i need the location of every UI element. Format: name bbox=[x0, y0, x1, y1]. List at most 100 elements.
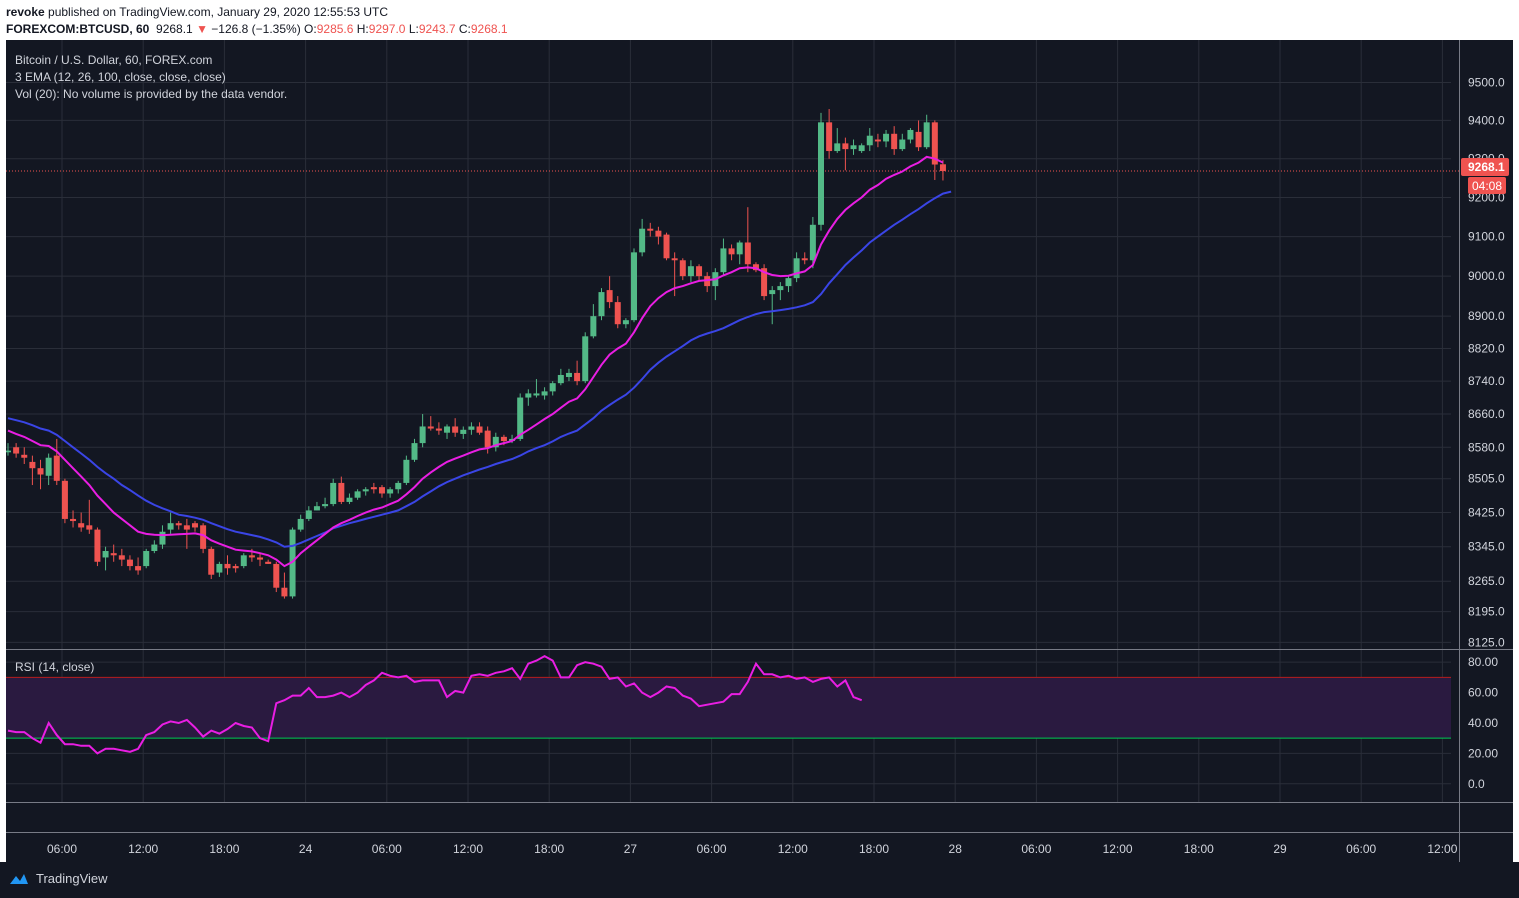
candle-body bbox=[899, 139, 906, 150]
price-tick-label: 8580.0 bbox=[1468, 440, 1505, 454]
candle-body bbox=[151, 544, 158, 552]
candle-body bbox=[500, 436, 507, 442]
candle bbox=[70, 510, 77, 528]
publisher-name[interactable]: revoke bbox=[6, 5, 45, 19]
candle-body bbox=[517, 397, 524, 439]
x-tick-label: 12:00 bbox=[1103, 842, 1133, 856]
price-tick-label: 8900.0 bbox=[1468, 309, 1505, 323]
candle-body bbox=[102, 551, 109, 558]
candle-body bbox=[687, 266, 694, 277]
candle bbox=[525, 389, 532, 406]
ohlc-info: FOREXCOM:BTCUSD, 60 9268.1 ▼ −126.8 (−1.… bbox=[6, 22, 508, 36]
candle bbox=[622, 318, 629, 329]
candle bbox=[907, 128, 914, 144]
close-value: 9268.1 bbox=[470, 22, 508, 36]
candle-body bbox=[126, 559, 133, 567]
candle bbox=[126, 555, 133, 571]
candle-body bbox=[208, 548, 215, 575]
candle-body bbox=[639, 228, 646, 253]
candle bbox=[257, 553, 264, 567]
candle bbox=[118, 548, 125, 567]
candle-body bbox=[232, 566, 239, 569]
candle bbox=[720, 238, 727, 277]
candle-body bbox=[883, 133, 890, 142]
price-tick-label: 8740.0 bbox=[1468, 374, 1505, 388]
tradingview-logo[interactable]: TradingView bbox=[8, 871, 108, 886]
candle-body bbox=[224, 563, 231, 569]
candle-body bbox=[931, 122, 938, 165]
candle bbox=[939, 159, 946, 181]
candle-body bbox=[541, 391, 548, 396]
candle-body bbox=[378, 487, 385, 494]
legend-rsi: RSI (14, close) bbox=[15, 660, 94, 674]
candle bbox=[476, 422, 483, 435]
candle bbox=[452, 418, 459, 437]
candle bbox=[240, 553, 247, 569]
candle bbox=[167, 512, 174, 534]
publish-text: published on TradingView.com, January 29… bbox=[44, 5, 389, 19]
candle-body bbox=[13, 447, 20, 454]
candle-body bbox=[761, 268, 768, 297]
candle bbox=[484, 426, 491, 454]
candle bbox=[29, 455, 36, 486]
candle-body bbox=[167, 523, 174, 530]
axes: 06:00 12:00 18:00 24 06:00 12:00 18:00 27 06:00 1… bbox=[6, 40, 1513, 862]
candle-body bbox=[200, 525, 207, 549]
candle-body bbox=[444, 426, 451, 433]
brand-name: TradingView bbox=[36, 871, 108, 886]
price-tick-label: 9100.0 bbox=[1468, 230, 1505, 244]
candle-body bbox=[834, 143, 841, 152]
candle bbox=[696, 264, 703, 281]
candle-body bbox=[240, 555, 247, 567]
candle-body bbox=[86, 525, 93, 530]
candle-body bbox=[322, 504, 329, 507]
x-tick-label: 29 bbox=[1273, 842, 1287, 856]
candle-body bbox=[728, 248, 735, 255]
candle bbox=[614, 296, 621, 329]
candle-body bbox=[411, 443, 418, 460]
candle bbox=[915, 120, 922, 152]
candle-body bbox=[598, 292, 605, 317]
candle-body bbox=[655, 230, 662, 237]
candle-body bbox=[842, 143, 849, 150]
candle bbox=[728, 244, 735, 261]
candle bbox=[395, 480, 402, 494]
rsi-tick-label: 0.0 bbox=[1468, 777, 1485, 791]
candle bbox=[858, 143, 865, 153]
candle-body bbox=[744, 242, 751, 265]
chart-canvas[interactable]: 06:00 12:00 18:00 24 06:00 12:00 18:00 27 06:00 1… bbox=[5, 40, 1513, 862]
x-tick-label: 06:00 bbox=[47, 842, 77, 856]
candle-body bbox=[801, 258, 808, 261]
candle bbox=[866, 128, 873, 152]
candle bbox=[801, 252, 808, 265]
x-tick-label: 06:00 bbox=[372, 842, 402, 856]
candle bbox=[492, 432, 499, 452]
candle bbox=[582, 332, 589, 384]
candle bbox=[598, 288, 605, 321]
low-label: L: bbox=[408, 22, 419, 36]
candle bbox=[444, 424, 451, 439]
high-label: H: bbox=[356, 22, 369, 36]
candle bbox=[53, 438, 60, 486]
candle bbox=[769, 286, 776, 325]
x-tick-label: 06:00 bbox=[1346, 842, 1376, 856]
candle-body bbox=[858, 145, 865, 152]
candle-body bbox=[403, 459, 410, 483]
candle-body bbox=[468, 426, 475, 430]
candle bbox=[761, 264, 768, 301]
price-tick-label: 8820.0 bbox=[1468, 341, 1505, 355]
candle bbox=[330, 478, 337, 507]
x-tick-label: 27 bbox=[624, 842, 638, 856]
candle bbox=[159, 525, 166, 549]
candle-body bbox=[362, 489, 369, 492]
candle bbox=[574, 360, 581, 386]
candle bbox=[631, 248, 638, 323]
price-tick-label: 8195.0 bbox=[1468, 605, 1505, 619]
candle-body bbox=[21, 454, 28, 458]
chart-area[interactable]: 06:00 12:00 18:00 24 06:00 12:00 18:00 27 06:00 1… bbox=[5, 40, 1513, 862]
candle-body bbox=[866, 135, 873, 146]
candle bbox=[5, 443, 11, 456]
indicator-lines bbox=[7, 155, 952, 755]
rsi-tick-label: 40.00 bbox=[1468, 716, 1498, 730]
candle-body bbox=[330, 482, 337, 505]
